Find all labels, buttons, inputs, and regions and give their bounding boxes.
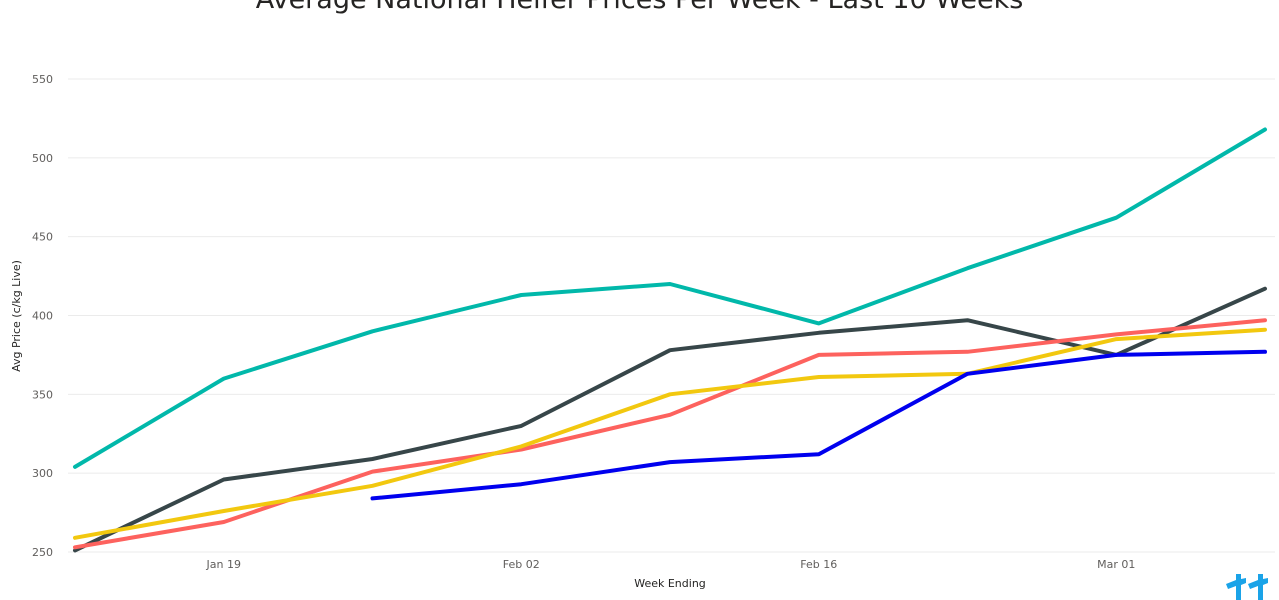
series-line-2 <box>73 286 1267 553</box>
series-line-3 <box>73 318 1267 550</box>
gridlines <box>68 78 1275 553</box>
series-line-5 <box>370 349 1267 501</box>
x-axis-label: Week Ending <box>634 577 706 590</box>
y-tick-label: 400 <box>32 310 53 323</box>
y-tick-label: 450 <box>32 231 53 244</box>
chart-title: Average National Heifer Prices Per Week … <box>0 0 1279 15</box>
series-lines <box>73 127 1267 553</box>
y-axis-ticks: 250 300 350 400 450 500 550 <box>32 73 53 559</box>
y-tick-label: 500 <box>32 152 53 165</box>
y-tick-label: 250 <box>32 546 53 559</box>
x-tick-label: Mar 01 <box>1097 558 1135 571</box>
x-tick-label: Feb 16 <box>800 558 837 571</box>
x-tick-label: Feb 02 <box>503 558 540 571</box>
y-tick-label: 350 <box>32 388 53 401</box>
x-tick-label: Jan 19 <box>206 558 241 571</box>
series-line-1 <box>73 127 1267 469</box>
x-axis-ticks: Jan 19 Feb 02 Feb 16 Mar 01 <box>206 558 1136 571</box>
y-tick-label: 550 <box>32 73 53 86</box>
brand-logo-icon <box>1226 574 1268 600</box>
y-tick-label: 300 <box>32 467 53 480</box>
y-axis-label: Avg Price (c/kg Live) <box>10 260 23 372</box>
series-line-4 <box>73 327 1267 540</box>
